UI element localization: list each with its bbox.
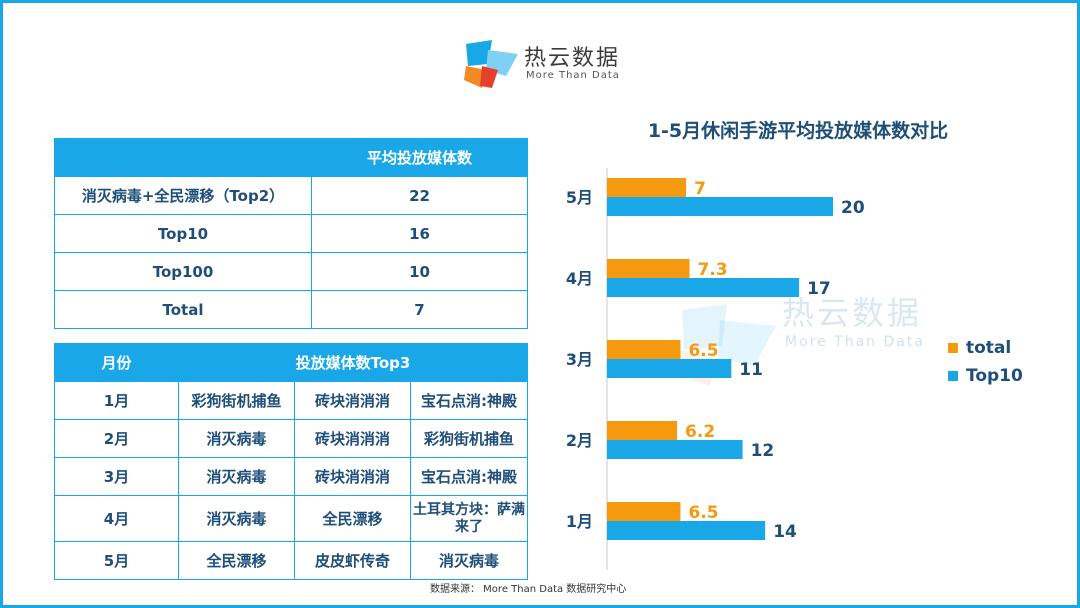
- table-cell: Top10: [54, 214, 312, 253]
- legend-swatch-total: [948, 343, 958, 353]
- data-label-top10: 20: [841, 198, 865, 218]
- watermark-name: 热云数据: [782, 294, 923, 332]
- table-header-row: 平均投放媒体数: [54, 138, 528, 177]
- category-label: 5月: [566, 188, 593, 207]
- logo: 热云数据 More Than Data: [462, 36, 632, 92]
- logo-subtitle: More Than Data: [526, 70, 620, 81]
- table-cell: 消灭病毒: [410, 541, 528, 580]
- table-header-cell: [54, 138, 312, 177]
- table-cell: 4月: [54, 495, 179, 542]
- table-cell: 全民漂移: [178, 541, 295, 580]
- bar-total: [607, 178, 687, 197]
- table-row: 5月 全民漂移 皮皮虾传奇 消灭病毒: [54, 541, 528, 580]
- table-cell: 全民漂移: [294, 495, 411, 542]
- table-cell: 砖块消消消: [294, 457, 411, 496]
- legend-item-total: total: [948, 334, 1023, 362]
- table-cell: 10: [311, 252, 528, 291]
- data-label-total: 7.3: [697, 260, 727, 280]
- data-label-total: 6.5: [688, 503, 718, 523]
- chart-title: 1-5月休闲手游平均投放媒体数对比: [647, 120, 949, 142]
- table-row: 消灭病毒+全民漂移（Top2） 22: [54, 176, 528, 215]
- logo-icon: [464, 40, 518, 88]
- table-cell: 消灭病毒+全民漂移（Top2）: [54, 176, 312, 215]
- legend-item-top10: Top10: [948, 362, 1023, 390]
- data-label-total: 6.2: [685, 422, 715, 442]
- logo-name: 热云数据: [524, 46, 621, 71]
- table-cell: 土耳其方块：萨满来了: [410, 495, 528, 542]
- table-cell: 消灭病毒: [178, 419, 295, 458]
- table-row: 1月 彩狗街机捕鱼 砖块消消消 宝石点消:神殿: [54, 381, 528, 420]
- table-cell: 3月: [54, 457, 179, 496]
- bar-top10: [607, 278, 800, 297]
- table-header-cell: 投放媒体数Top3: [178, 343, 528, 382]
- category-label: 3月: [566, 350, 593, 369]
- bar-total: [607, 502, 681, 521]
- bar-total: [607, 421, 678, 440]
- bar-top10: [607, 197, 833, 216]
- table-cell: 消灭病毒: [178, 495, 295, 542]
- data-label-total: 7: [694, 179, 706, 199]
- legend-label-total: total: [966, 338, 1012, 358]
- data-label-top10: 17: [807, 279, 831, 299]
- table-cell: 5月: [54, 541, 179, 580]
- data-label-top10: 11: [739, 360, 763, 380]
- table-row: Top100 10: [54, 252, 528, 291]
- table-cell: 7: [311, 290, 528, 329]
- bar-top10: [607, 521, 766, 540]
- table-cell: 砖块消消消: [294, 419, 411, 458]
- table-row: Top10 16: [54, 214, 528, 253]
- table-cell: 皮皮虾传奇: [294, 541, 411, 580]
- category-label: 4月: [566, 269, 593, 288]
- table-cell: 2月: [54, 419, 179, 458]
- table-cell: 宝石点消:神殿: [410, 381, 528, 420]
- chart-legend: total Top10: [948, 334, 1023, 390]
- table-cell: 消灭病毒: [178, 457, 295, 496]
- table-row: 2月 消灭病毒 砖块消消消 彩狗街机捕鱼: [54, 419, 528, 458]
- category-label: 1月: [566, 512, 593, 531]
- watermark-subtitle: More Than Data: [785, 334, 925, 350]
- table-cell: 22: [311, 176, 528, 215]
- data-source-note: 数据来源： More Than Data 数据研究中心: [430, 584, 627, 595]
- table-header-row: 月份 投放媒体数Top3: [54, 343, 528, 382]
- table-cell: 1月: [54, 381, 179, 420]
- category-label: 2月: [566, 431, 593, 450]
- top3-media-table: 月份 投放媒体数Top3 1月 彩狗街机捕鱼 砖块消消消 宝石点消:神殿 2月 …: [54, 343, 528, 580]
- table-cell: 彩狗街机捕鱼: [178, 381, 295, 420]
- bar-total: [607, 259, 690, 278]
- bar-total: [607, 340, 681, 359]
- bar-chart: 5月 7 20 4月 7.3 17 3月 6.5 11 2月 6.2 12 1月 6.5 14: [566, 168, 865, 570]
- table-cell: 砖块消消消: [294, 381, 411, 420]
- data-label-total: 6.5: [688, 341, 718, 361]
- table-row: 3月 消灭病毒 砖块消消消 宝石点消:神殿: [54, 457, 528, 496]
- table-header-cell: 月份: [54, 343, 179, 382]
- table-cell: 16: [311, 214, 528, 253]
- table-cell: Top100: [54, 252, 312, 291]
- legend-label-top10: Top10: [966, 366, 1023, 386]
- average-media-table: 平均投放媒体数 消灭病毒+全民漂移（Top2） 22 Top10 16 Top1…: [54, 138, 528, 329]
- table-cell: 彩狗街机捕鱼: [410, 419, 528, 458]
- table-cell: Total: [54, 290, 312, 329]
- bar-top10: [607, 359, 732, 378]
- table-row: Total 7: [54, 290, 528, 329]
- table-cell: 宝石点消:神殿: [410, 457, 528, 496]
- data-label-top10: 14: [773, 522, 797, 542]
- data-label-top10: 12: [751, 441, 775, 461]
- bar-top10: [607, 440, 743, 459]
- table-header-cell: 平均投放媒体数: [311, 138, 528, 177]
- table-row: 4月 消灭病毒 全民漂移 土耳其方块：萨满来了: [54, 495, 528, 542]
- legend-swatch-top10: [948, 371, 958, 381]
